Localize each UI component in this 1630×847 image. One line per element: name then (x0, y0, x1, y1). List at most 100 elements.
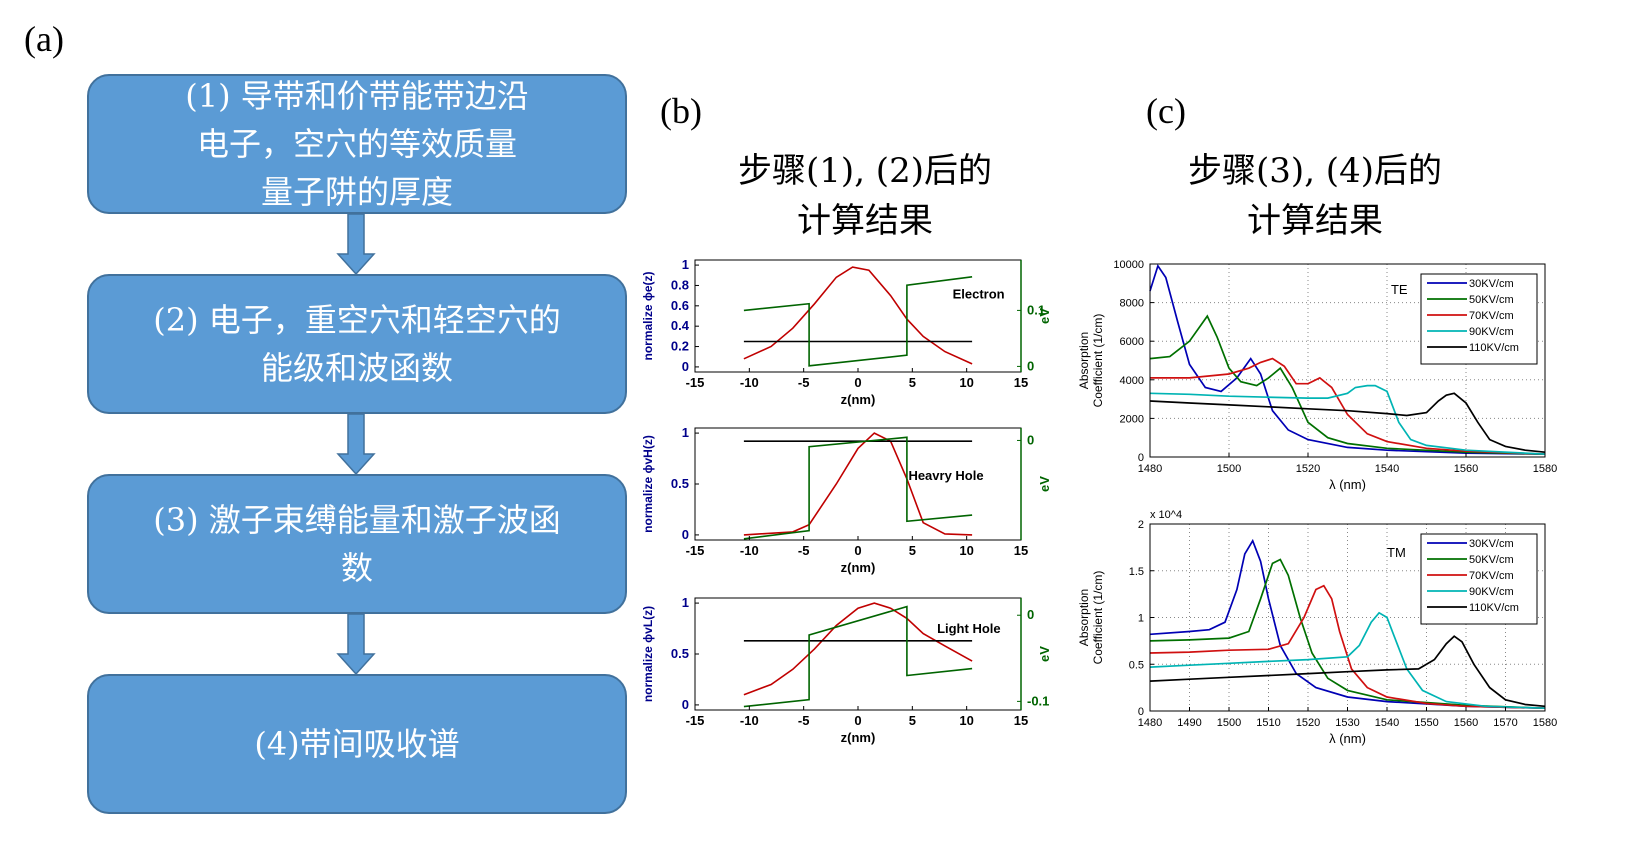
chart-c-bot-x-tick-label: 1560 (1454, 717, 1478, 729)
chart-b-mid-x-axis-label: z(nm) (841, 560, 876, 575)
chart-c-bot-y-tick-label: 2 (1138, 519, 1144, 531)
heading-b-line-2: 计算结果 (797, 201, 933, 241)
chart-c-top-legend-label-1: 50KV/cm (1469, 294, 1514, 306)
chart-b-top-y-tick-label: 0.4 (671, 318, 690, 333)
chart-b-top-x-tick-label: -10 (740, 375, 759, 390)
chart-b-top-series-line-0 (743, 266, 973, 365)
chart-c-bot-x-tick-label: 1480 (1138, 717, 1162, 729)
chart-c-bot-legend-label-2: 70KV/cm (1469, 570, 1514, 582)
chart-b-mid-x-tick-label: -10 (740, 543, 759, 558)
chart-b-mid-y-tick-label: 0 (682, 527, 689, 542)
chart-b-bot-y2-tick-label: 0 (1027, 607, 1034, 622)
chart-c-bot-x-tick-label: 1530 (1335, 717, 1359, 729)
chart-b-bot-y-tick-label: 1 (682, 595, 689, 610)
chart-b-mid-x-tick-label: 10 (959, 543, 973, 558)
chart-b-top-y-tick-label: 0.8 (671, 277, 689, 292)
chart-b-top-y-tick-label: 0.2 (671, 339, 689, 354)
step-2-line-1: (2) 电子，重空穴和轻空穴的 (153, 301, 561, 339)
chart-c-bot-x-tick-label: 1490 (1177, 717, 1201, 729)
chart-b-bot-plot-area (695, 598, 1021, 710)
chart-b-mid-y-axis-label: normalize ϕvH(z) (641, 435, 655, 533)
flow-arrow-3 (336, 614, 376, 676)
chart-c-top-x-tick-label: 1580 (1533, 463, 1557, 475)
chart-b-mid-x-tick-label: -15 (686, 543, 705, 558)
heading-c-line-2: 计算结果 (1247, 201, 1383, 241)
chart-b-mid-plot-area (695, 428, 1021, 540)
chart-c-top-y-axis-label-line-1: Absorption (1077, 332, 1091, 389)
chart-b-top-y-tick-label: 0 (682, 359, 689, 374)
chart-c-top-legend-label-0: 30KV/cm (1469, 278, 1514, 290)
chart-c-bot-series-line-0 (1149, 538, 1546, 710)
chart-b-mid-x-tick-label: 0 (854, 543, 861, 558)
chart-c-bot-legend-label-0: 30KV/cm (1469, 538, 1514, 550)
step-3-line-2: 数 (340, 549, 373, 587)
chart-c-top-legend-label-2: 70KV/cm (1469, 310, 1514, 322)
chart-b-top-y-tick-label: 1 (682, 257, 689, 272)
chart-b-mid-y-tick-label: 1 (682, 425, 689, 440)
chart-b-bot-x-tick-label: 5 (909, 713, 916, 728)
chart-c-bot-y-axis-label-line-2: Coefficient (1/cm) (1091, 571, 1105, 665)
chart-b-bot-x-tick-label: 0 (854, 713, 861, 728)
chart-b-bot-x-tick-label: 10 (959, 713, 973, 728)
chart-c-top-series-line-3 (1149, 384, 1546, 455)
chart-c-top-x-tick-label: 1520 (1296, 463, 1320, 475)
chart-c-bot-x-tick-label: 1510 (1256, 717, 1280, 729)
chart-b-bot-x-tick-label: -10 (740, 713, 759, 728)
chart-c-bot-y-tick-label: 1 (1138, 613, 1144, 625)
chart-c-bot-legend-label-4: 110KV/cm (1469, 602, 1519, 614)
chart-b-top-x-tick-label: 10 (959, 375, 973, 390)
chart-b-bot-x-axis-label: z(nm) (841, 730, 876, 745)
panel-label-b: (b) (660, 91, 702, 131)
chart-b-bot-y-tick-label: 0 (682, 697, 689, 712)
chart-c-top-legend-label-3: 90KV/cm (1469, 326, 1514, 338)
chart-b-top-x-tick-label: -5 (798, 375, 810, 390)
chart-b-top-x-tick-label: -15 (686, 375, 705, 390)
chart-b-mid-series-line-0 (743, 432, 973, 536)
chart-b-top-y-tick-label: 0.6 (671, 298, 689, 313)
chart-b-mid-y2-axis-label: eV (1037, 476, 1052, 492)
chart-c-top-y-tick-label: 10000 (1113, 259, 1144, 271)
chart-c-bot-y-multiplier-label: x 10^4 (1150, 509, 1182, 521)
chart-b-top-annotation-label: Electron (953, 287, 1005, 302)
chart-b-top-x-tick-label: 0 (854, 375, 861, 390)
chart-b-top-y2-tick-label: 0 (1027, 358, 1034, 373)
step-1-line-1: (1) 导带和价带能带边沿 (185, 77, 529, 115)
chart-c-top-y-tick-label: 2000 (1120, 413, 1144, 425)
chart-c-top-x-tick-label: 1560 (1454, 463, 1478, 475)
chart-c-top-series-line-2 (1150, 357, 1546, 455)
chart-c-bot-y-tick-label: 1.5 (1129, 566, 1144, 578)
chart-b-top-plot-area (695, 260, 1021, 372)
chart-c-bot-y-tick-label: 0 (1138, 706, 1144, 718)
chart-b-top-y-axis-label: normalize ϕe(z) (641, 271, 655, 360)
heading-b: 步骤(1), (2)后的 计算结果 (700, 146, 1030, 246)
panel-label-a: (a) (24, 19, 64, 59)
step-box-2: (2) 电子，重空穴和轻空穴的 能级和波函数 (87, 274, 627, 414)
chart-c-bot-series-line-1 (1149, 558, 1546, 710)
step-box-1: (1) 导带和价带能带边沿 电子，空穴的等效质量 量子阱的厚度 (87, 74, 627, 214)
flow-arrow-2 (336, 414, 376, 476)
chart-b-mid-x-tick-label: -5 (798, 543, 810, 558)
chart-c-top-x-axis-label: λ (nm) (1329, 477, 1366, 492)
chart-b-top-x-tick-label: 15 (1014, 375, 1028, 390)
chart-b-top-x-axis-label: z(nm) (841, 392, 876, 407)
chart-b-bot-y2-axis-label: eV (1037, 646, 1052, 662)
chart-c-bot-x-tick-label: 1520 (1296, 717, 1320, 729)
chart-c-top-y-tick-label: 0 (1138, 452, 1144, 464)
chart-c-bot-series-line-3 (1149, 611, 1546, 710)
chart-b-bot-y2-tick-label: -0.1 (1027, 693, 1049, 708)
chart-c-top-y-axis-label-line-2: Coefficient (1/cm) (1091, 314, 1105, 408)
heading-c-line-1: 步骤(3), (4)后的 (1188, 151, 1442, 191)
chart-c-top-series-line-1 (1149, 314, 1546, 455)
chart-c-bot-legend-label-3: 90KV/cm (1469, 586, 1514, 598)
chart-c-bot-y-tick-label: 0.5 (1129, 659, 1144, 671)
chart-b-bot-annotation-label: Light Hole (937, 621, 1001, 636)
chart-b-top-y2-axis-label: eV (1037, 308, 1052, 324)
chart-c-top-legend-label-4: 110KV/cm (1469, 342, 1519, 354)
chart-b-bot-x-tick-label: 15 (1014, 713, 1028, 728)
chart-c-bot-y-axis-label-line-1: Absorption (1077, 589, 1091, 646)
chart-c-bot-x-tick-label: 1540 (1375, 717, 1399, 729)
chart-b-mid-x-tick-label: 5 (909, 543, 916, 558)
chart-c-top-frame (1149, 263, 1546, 458)
chart-c-bot-x-tick-label: 1580 (1533, 717, 1557, 729)
